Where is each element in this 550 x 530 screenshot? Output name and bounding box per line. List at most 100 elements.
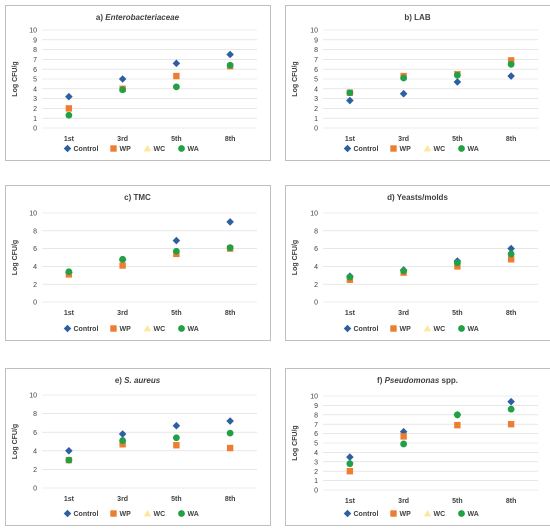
legend-marker-wc <box>143 144 152 152</box>
data-point-control <box>172 421 181 430</box>
data-point-wa <box>507 405 515 413</box>
chart-panel-a: a) Enterobacteriaceae 0 1 2 3 4 5 6 7 8 9 10 Log CFU… <box>5 5 271 161</box>
x-tick-label: 1st <box>64 310 75 317</box>
x-tick-label: 8th <box>225 496 236 503</box>
legend-marker-wp <box>390 325 397 332</box>
data-point-control <box>346 453 354 461</box>
y-axis-label: Log CFU/g <box>292 61 299 96</box>
x-tick-label: 8th <box>506 136 517 143</box>
data-point-wa <box>172 83 180 91</box>
data-point-wa <box>400 74 408 82</box>
y-tick-label: 0 <box>33 300 37 307</box>
legend-marker-control <box>63 509 72 518</box>
legend-marker-control <box>343 144 352 153</box>
data-point-wa <box>507 250 515 258</box>
data-point-wa <box>119 437 127 444</box>
data-point-wp <box>173 442 180 449</box>
y-axis-label: Log CFU/g <box>292 425 299 460</box>
chart-frame <box>285 368 550 526</box>
legend-marker-wp <box>110 510 117 517</box>
legend-label: Control <box>74 511 99 518</box>
legend-label: Control <box>74 326 99 333</box>
chart-title: f) Pseudomonas spp. <box>377 376 458 385</box>
x-tick-label: 1st <box>345 136 356 143</box>
legend-marker-wa <box>458 325 465 332</box>
x-tick-label: 5th <box>171 496 182 503</box>
y-tick-label: 0 <box>314 300 318 307</box>
data-point-wp <box>454 263 461 270</box>
data-point-wp <box>65 105 73 112</box>
chart-panel-b: b) LAB 0 1 2 3 4 5 6 7 8 9 10 Log CFU/g 1st 3rd 5th 8th C… <box>285 5 550 161</box>
y-tick-label: 0 <box>314 488 318 495</box>
data-point-wp <box>119 441 126 448</box>
data-point-wp <box>507 421 515 428</box>
legend-marker-wc <box>423 509 432 517</box>
y-tick-label: 9 <box>314 37 318 44</box>
y-tick-label: 10 <box>310 394 318 401</box>
data-point-wp <box>173 72 180 80</box>
data-point-wp <box>507 256 515 263</box>
x-tick-label: 8th <box>506 498 517 505</box>
legend-marker-wa <box>178 510 185 517</box>
data-point-wp <box>400 433 407 440</box>
legend-label: WP <box>400 511 412 518</box>
chart-title: b) LAB <box>404 13 430 22</box>
chart-frame <box>5 185 271 341</box>
data-point-wa <box>346 89 354 97</box>
x-tick-label: 1st <box>64 136 75 143</box>
legend-marker-wp <box>390 145 397 152</box>
y-tick-label: 8 <box>33 411 37 418</box>
legend-marker-control <box>343 324 352 333</box>
chart-title: a) Enterobacteriaceae <box>96 13 180 22</box>
legend-label: WP <box>400 146 412 153</box>
y-tick-label: 4 <box>314 450 318 457</box>
legend-label: Control <box>354 511 379 518</box>
legend-marker-control <box>63 144 72 153</box>
chart-panel-c: c) TMC 0 2 4 6 8 10 Log CFU/g 1st 3rd 5th 8th Contro… <box>5 185 271 341</box>
y-tick-label: 4 <box>314 264 318 271</box>
x-tick-label: 1st <box>64 496 75 503</box>
x-tick-label: 8th <box>225 310 236 317</box>
legend-marker-wc <box>423 144 432 152</box>
legend-label: WA <box>188 511 199 518</box>
y-tick-label: 5 <box>314 441 318 448</box>
y-tick-label: 3 <box>314 459 318 466</box>
chart-panel-f: f) Pseudomonas spp. 0 1 2 3 4 5 6 7 8 9 10 Log CFU/g… <box>285 368 550 526</box>
x-tick-label: 8th <box>225 136 236 143</box>
data-point-wa <box>226 61 234 69</box>
x-tick-label: 5th <box>171 310 182 317</box>
data-point-wa <box>453 71 461 79</box>
data-point-wa <box>172 247 180 255</box>
data-point-wa <box>507 60 515 68</box>
legend-marker-wa <box>178 145 185 152</box>
legend-label: WC <box>154 326 166 333</box>
y-tick-label: 4 <box>33 264 37 271</box>
y-tick-label: 5 <box>33 77 37 84</box>
chart-panel-d: d) Yeasts/molds 0 2 4 6 8 10 Log CFU/g 1st 3rd 5th… <box>285 185 550 341</box>
legend-marker-wa <box>178 325 185 332</box>
y-tick-label: 0 <box>314 126 318 133</box>
data-point-wa <box>453 411 461 419</box>
data-point-control <box>172 59 181 68</box>
y-tick-label: 9 <box>314 403 318 410</box>
y-axis-label: Log CFU/g <box>12 424 19 459</box>
data-point-control <box>346 96 354 105</box>
data-point-wa <box>119 86 127 94</box>
legend-marker-wa <box>458 510 465 517</box>
y-tick-label: 3 <box>314 96 318 103</box>
x-tick-label: 1st <box>345 498 356 505</box>
y-tick-label: 6 <box>314 67 318 74</box>
y-tick-label: 8 <box>33 47 37 54</box>
legend-label: WC <box>434 326 446 333</box>
legend-label: WA <box>468 146 479 153</box>
data-point-wa <box>65 456 73 464</box>
y-tick-label: 9 <box>33 37 37 44</box>
legend-marker-wp <box>390 510 397 517</box>
data-point-control <box>226 50 234 59</box>
x-tick-label: 3rd <box>398 136 409 143</box>
data-point-wa <box>400 440 408 448</box>
y-tick-label: 8 <box>314 228 318 235</box>
data-point-control <box>507 397 515 406</box>
legend-marker-wc <box>423 324 432 332</box>
y-tick-label: 8 <box>314 47 318 54</box>
